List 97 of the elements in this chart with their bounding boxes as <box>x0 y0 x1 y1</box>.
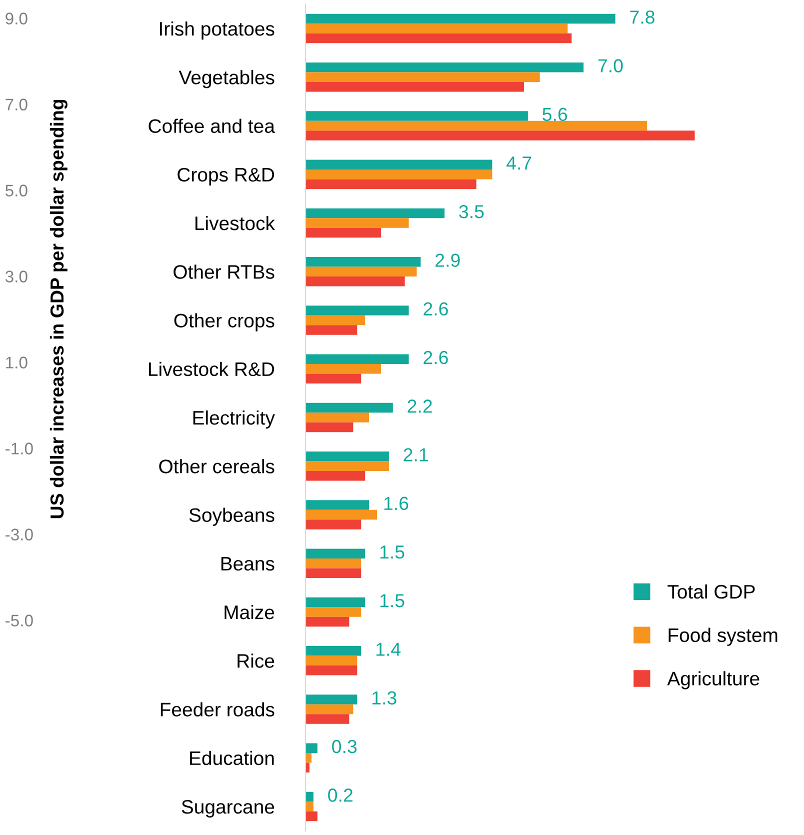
bar <box>306 82 524 92</box>
bar <box>306 374 362 384</box>
bar <box>306 325 358 335</box>
bar <box>306 665 358 676</box>
y-tick-label: Electricity <box>193 410 275 429</box>
data-label: 0.2 <box>328 788 352 802</box>
bar <box>306 558 362 568</box>
text: 1.0 <box>6 356 28 368</box>
bar <box>306 14 616 24</box>
bar <box>306 743 318 754</box>
data-label: 3.5 <box>459 205 484 218</box>
data-label: 4.7 <box>506 156 532 170</box>
y-tick-label: Other crops <box>174 313 274 332</box>
bar <box>306 412 370 422</box>
data-label: 2.2 <box>408 400 432 413</box>
bar <box>306 120 648 131</box>
bar <box>306 792 314 802</box>
y-axis-title: US dollar increases in GDP per dollar spending <box>50 100 68 518</box>
text: -5.0 <box>6 614 33 626</box>
y-tick-label: Rice <box>238 654 274 668</box>
bar <box>306 354 409 364</box>
bar <box>306 656 358 666</box>
y-tick-label: Livestock R&D <box>149 362 274 376</box>
bar <box>306 402 393 413</box>
data-label: 2.1 <box>404 448 428 462</box>
bar <box>306 111 528 121</box>
data-label: 7.0 <box>598 59 623 72</box>
bar <box>306 811 318 822</box>
bar <box>306 646 362 656</box>
bar <box>306 130 695 140</box>
bar <box>306 548 366 559</box>
bar <box>306 714 350 724</box>
y-tick-label: Sugarcane <box>182 800 274 818</box>
bar <box>306 276 405 286</box>
y-tick-label: Coffee and tea <box>148 118 275 133</box>
y-tick-label: Irish potatoes <box>160 21 274 40</box>
bar <box>306 257 421 267</box>
legend-label: Agriculture <box>667 671 760 690</box>
y-tick-label: Other cereals <box>159 459 274 474</box>
text: 9.0 <box>6 12 28 24</box>
y-tick-label: Feeder roads <box>160 702 274 716</box>
y-tick-label: Other RTBs <box>174 264 274 279</box>
data-label: 5.6 <box>542 108 568 122</box>
data-label: 1.6 <box>384 496 408 510</box>
bar <box>306 694 358 704</box>
bar <box>306 218 409 228</box>
data-label: 1.4 <box>376 642 401 656</box>
data-label: 1.5 <box>380 546 404 559</box>
legend-label: Food system <box>668 628 778 646</box>
text: -3.0 <box>6 528 33 540</box>
bar <box>306 33 572 44</box>
bar <box>306 208 445 218</box>
bar <box>306 510 378 520</box>
bar <box>306 616 350 627</box>
bar <box>306 24 568 34</box>
data-label: 7.8 <box>630 10 654 24</box>
bar <box>306 802 314 812</box>
bar <box>306 315 366 326</box>
data-label: 0.3 <box>332 740 357 754</box>
bar <box>306 364 381 374</box>
bar <box>306 753 312 763</box>
legend-label: Total GDP <box>668 584 755 599</box>
bar <box>306 228 381 238</box>
bar <box>306 160 492 170</box>
bar <box>306 72 540 82</box>
y-tick-label: Education <box>190 750 274 766</box>
y-tick-label: Livestock <box>196 216 275 230</box>
bar <box>306 470 366 481</box>
bar <box>306 568 362 578</box>
bar <box>306 179 476 189</box>
y-tick-label: Vegetables <box>178 70 274 88</box>
text: 5.0 <box>5 184 28 196</box>
bar <box>306 762 310 772</box>
bar <box>306 266 417 276</box>
bar <box>306 704 354 714</box>
text: -1.0 <box>6 442 33 454</box>
bar <box>306 452 389 462</box>
y-tick-label: Crops R&D <box>178 168 274 186</box>
bar <box>306 500 370 510</box>
bar <box>306 62 584 72</box>
text: 7.0 <box>6 98 28 110</box>
y-tick-label: Soybeans <box>189 508 274 526</box>
bar <box>306 607 362 617</box>
y-tick-label: Beans <box>221 557 274 571</box>
bar <box>306 422 354 432</box>
bar <box>306 520 362 530</box>
bar <box>306 306 409 316</box>
y-tick-label: Maize <box>224 604 274 620</box>
data-label: 2.6 <box>424 350 448 364</box>
bar <box>306 461 389 471</box>
data-label: 1.5 <box>380 594 404 608</box>
data-label: 1.3 <box>372 691 396 705</box>
text: 3.0 <box>5 270 28 282</box>
data-label: 2.6 <box>424 302 448 316</box>
bar <box>306 170 492 180</box>
bar <box>306 597 366 608</box>
data-label: 2.9 <box>436 254 460 267</box>
